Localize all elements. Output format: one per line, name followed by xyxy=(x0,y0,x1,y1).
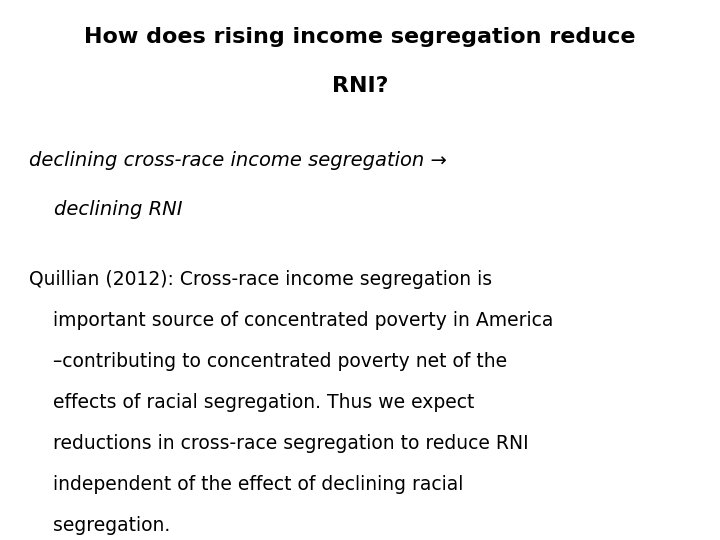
Text: How does rising income segregation reduce: How does rising income segregation reduc… xyxy=(84,27,636,47)
Text: Quillian (2012): Cross-race income segregation is: Quillian (2012): Cross-race income segre… xyxy=(29,270,492,289)
Text: –contributing to concentrated poverty net of the: –contributing to concentrated poverty ne… xyxy=(29,352,507,371)
Text: reductions in cross-race segregation to reduce RNI: reductions in cross-race segregation to … xyxy=(29,434,528,453)
Text: effects of racial segregation. Thus we expect: effects of racial segregation. Thus we e… xyxy=(29,393,474,412)
Text: declining cross-race income segregation →: declining cross-race income segregation … xyxy=(29,151,446,170)
Text: independent of the effect of declining racial: independent of the effect of declining r… xyxy=(29,475,463,494)
Text: segregation.: segregation. xyxy=(29,516,170,535)
Text: RNI?: RNI? xyxy=(332,76,388,96)
Text: declining RNI: declining RNI xyxy=(29,200,182,219)
Text: important source of concentrated poverty in America: important source of concentrated poverty… xyxy=(29,311,553,330)
